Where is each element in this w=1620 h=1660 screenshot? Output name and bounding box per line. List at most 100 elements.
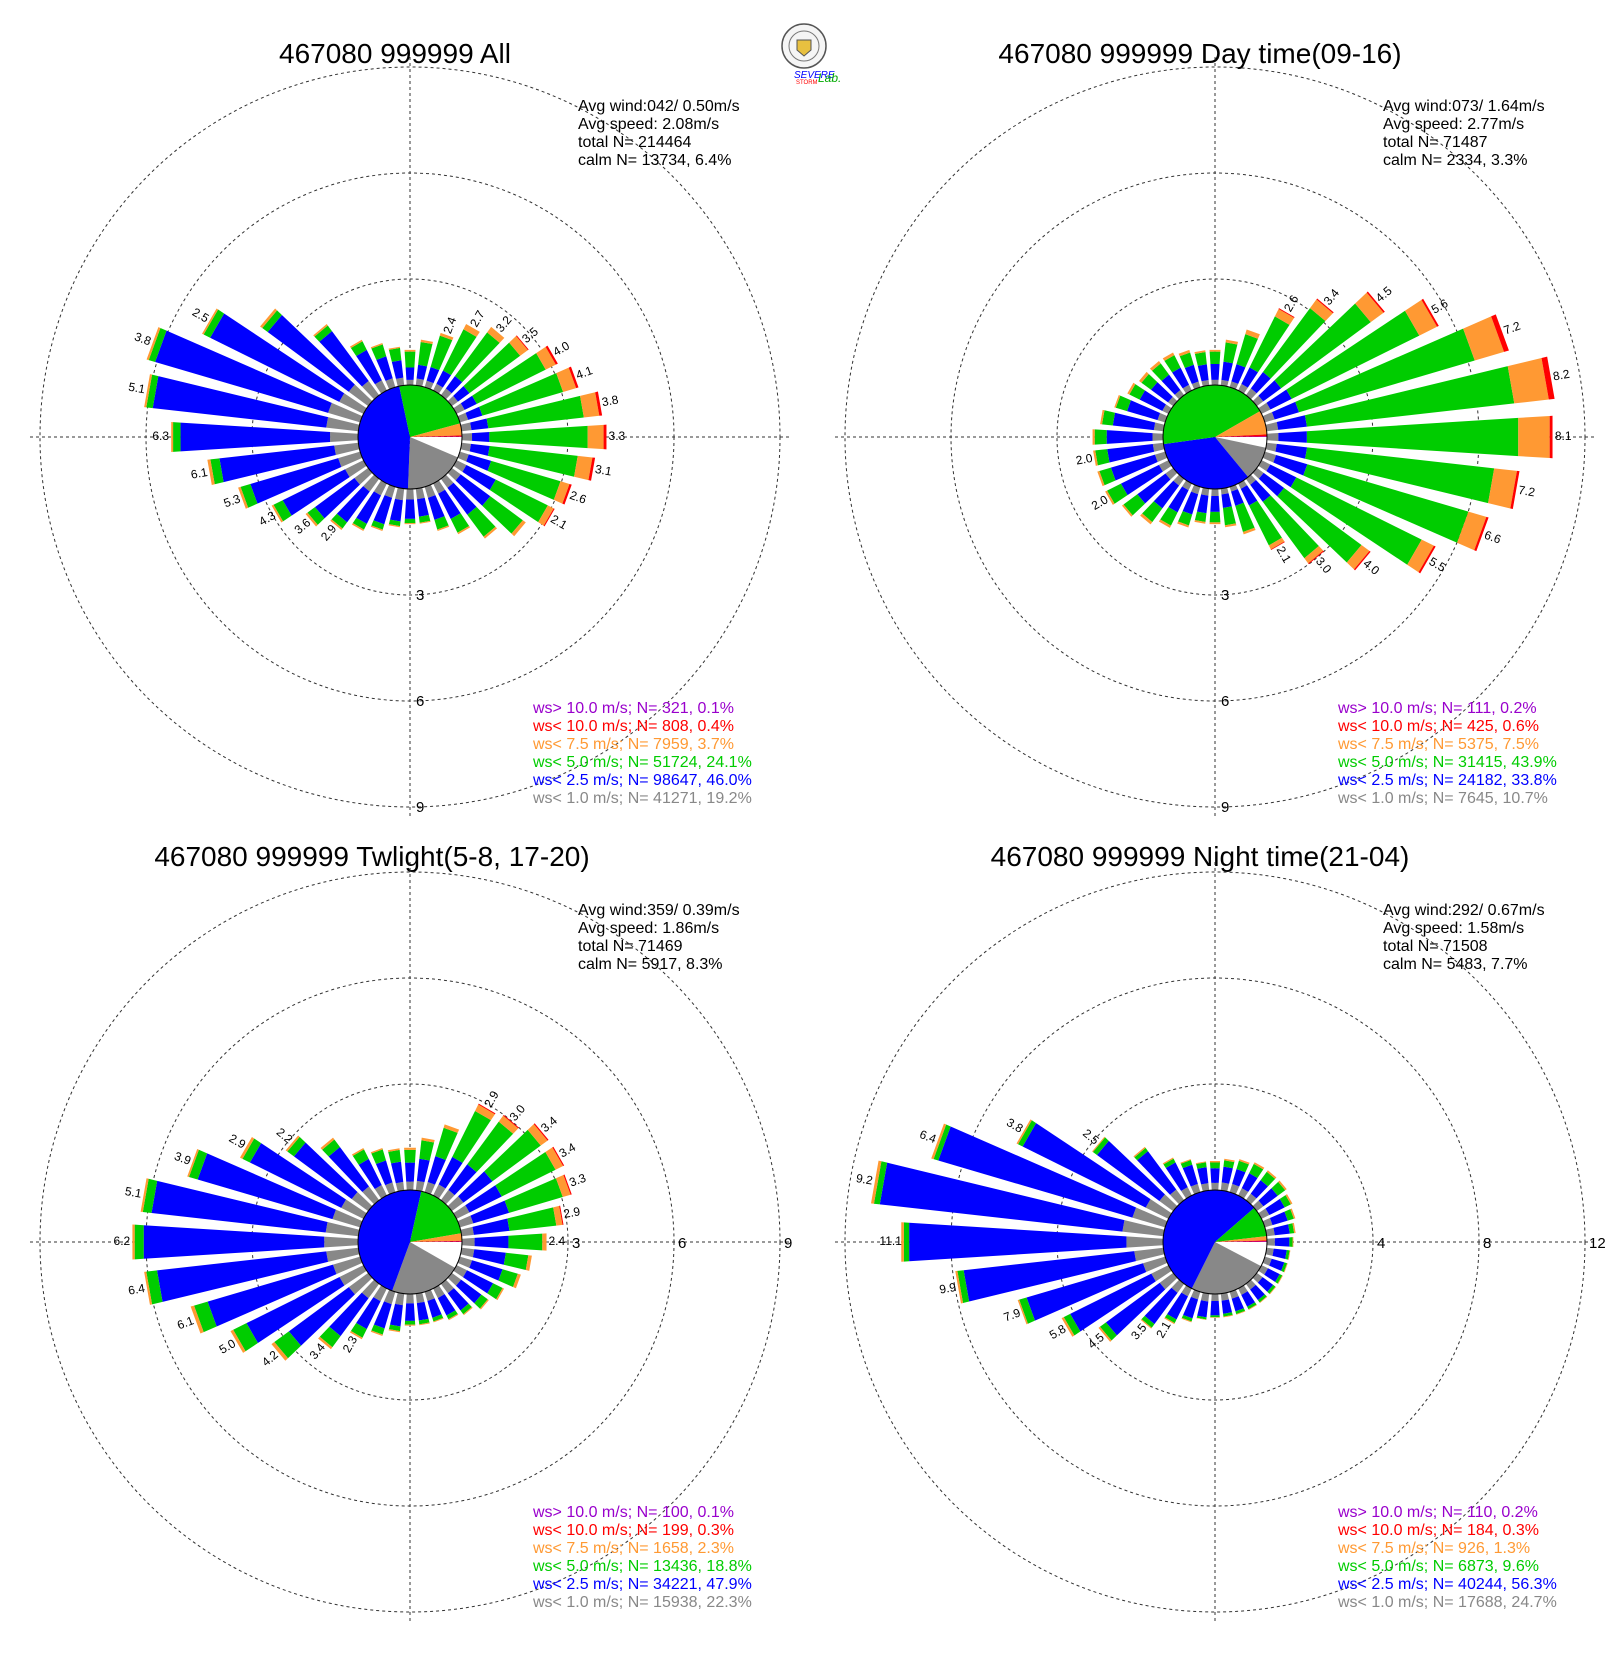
sector-bar-segment <box>1211 1293 1219 1302</box>
sector-bar-segment <box>457 412 469 423</box>
sector-bar-segment <box>1541 356 1555 400</box>
sector-bar-segment <box>1164 1317 1175 1325</box>
sector-bar-segment <box>1270 541 1285 551</box>
sector-bar-segment <box>516 335 529 351</box>
center-pie-slice <box>1163 384 1261 445</box>
sector-bar-segment <box>1491 314 1509 352</box>
sector-bar-segment <box>1262 308 1326 379</box>
legend-entry: ws< 1.0 m/s; N= 15938, 22.3% <box>532 1594 752 1611</box>
sector-bar-segment <box>395 1181 405 1192</box>
sector-bar-segment <box>453 386 470 402</box>
sector-bar-segment <box>1211 379 1219 386</box>
sector-bar-segment <box>374 1184 387 1199</box>
sector-bar-segment <box>415 1180 425 1192</box>
sector-bar-segment <box>246 1276 345 1344</box>
sector-bar-segment <box>404 349 416 352</box>
sector-bar-segment <box>1200 1292 1210 1302</box>
sector-bar-segment <box>1209 1161 1221 1163</box>
sector-bar-segment <box>433 1184 446 1199</box>
sector-bar-segment <box>508 1233 543 1251</box>
sector-bar-segment <box>470 418 489 431</box>
center-pie-slice <box>1215 436 1267 437</box>
sector-bar-segment <box>462 464 496 491</box>
sector-bar-segment <box>385 378 396 390</box>
sector-bar-segment <box>188 1149 208 1180</box>
sector-bar-segment <box>1488 468 1517 509</box>
sector-bar-segment <box>1210 363 1220 380</box>
sector-bar-segment <box>1162 1157 1174 1165</box>
sector-bar-segment <box>460 1247 475 1258</box>
sector-bar-segment <box>1316 298 1334 314</box>
sector-bar-segment <box>1245 329 1260 339</box>
sector-bar-segment <box>1281 1262 1288 1273</box>
sector-bar-segment <box>955 1270 964 1304</box>
bar-value-label: 3.8 <box>133 329 154 348</box>
legend-entry: ws< 10.0 m/s; N= 184, 0.3% <box>1337 1522 1539 1539</box>
sector-bar-segment <box>1210 1315 1220 1318</box>
sector-bar-segment <box>1168 486 1189 513</box>
sector-bar-segment <box>388 346 401 350</box>
sector-bar-segment <box>871 1160 882 1204</box>
sector-bar-segment <box>155 330 332 413</box>
sector-bar-segment <box>1265 1198 1285 1216</box>
sector-bar-segment <box>433 1317 444 1323</box>
sector-bar-segment <box>1290 1208 1296 1219</box>
sector-bar-segment <box>1016 1119 1032 1145</box>
sector-bar-segment <box>1181 1187 1192 1199</box>
sector-bar-segment <box>361 1279 380 1299</box>
sector-bar-segment <box>146 1270 163 1305</box>
sector-bar-segment <box>371 520 385 530</box>
sector-bar-segment <box>1279 1195 1291 1208</box>
sector-bar-segment <box>350 341 367 357</box>
sector-bar-segment <box>1221 361 1233 382</box>
sector-bar-segment <box>1190 1289 1201 1300</box>
sector-bar-segment <box>1201 487 1210 496</box>
bar-value-label: 2.5 <box>190 305 212 326</box>
sector-bar-segment <box>460 1226 474 1237</box>
sector-bar-segment <box>1305 447 1495 504</box>
center-pie-slice <box>357 1189 422 1291</box>
sector-bar-segment <box>1235 1308 1246 1315</box>
sector-bar-segment <box>387 1148 400 1152</box>
sector-bar-segment <box>326 417 360 432</box>
sector-bar-segment <box>1209 522 1221 525</box>
sector-bar-segment <box>144 374 153 408</box>
sector-bar-segment <box>496 1287 505 1301</box>
bar-value-label: 6.2 <box>114 1234 131 1248</box>
sector-bar-segment <box>1355 292 1384 323</box>
sector-bar-segment <box>1274 308 1295 325</box>
sector-bar-segment <box>1210 1301 1220 1316</box>
sector-bar-segment <box>1209 1162 1221 1169</box>
legend-entry: ws< 1.0 m/s; N= 17688, 24.7% <box>1337 1594 1557 1611</box>
sector-bar-segment <box>901 1222 904 1262</box>
sector-bar-segment <box>1457 511 1487 551</box>
sector-bar-segment <box>345 460 367 478</box>
sector-bar-segment <box>463 342 521 394</box>
legend-entry: ws< 10.0 m/s; N= 199, 0.3% <box>532 1522 734 1539</box>
bar-value-label: 4.1 <box>574 363 595 382</box>
sector-bar-segment <box>349 339 363 349</box>
sector-bar-segment <box>503 1114 519 1129</box>
sector-bar-segment <box>595 391 603 416</box>
sector-bar-segment <box>453 1205 470 1219</box>
stats-line: Avg wind:073/ 1.64m/s <box>1383 98 1545 115</box>
sector-bar-segment <box>354 467 373 485</box>
sector-bar-segment <box>1126 400 1161 421</box>
sector-bar-segment <box>370 525 383 531</box>
sector-bar-segment <box>1170 1189 1185 1205</box>
bar-value-label: 8.2 <box>1552 367 1571 384</box>
bar-value-label: 5.6 <box>1429 296 1451 317</box>
sector-bar-segment <box>1238 1159 1250 1165</box>
sector-bar-segment <box>447 467 461 481</box>
sector-bar-segment <box>479 373 564 416</box>
sector-bar-segment <box>305 512 318 527</box>
sector-bar-segment <box>134 1224 144 1260</box>
sector-bar-segment <box>1195 1161 1207 1164</box>
sector-bar-segment <box>553 481 570 504</box>
sector-bar-segment <box>1141 1315 1155 1328</box>
stats-line: Avg speed: 2.08m/s <box>578 116 719 133</box>
sector-bar-segment <box>391 360 404 379</box>
sector-bar-segment <box>404 1320 416 1325</box>
center-pie-slice <box>1215 437 1267 448</box>
